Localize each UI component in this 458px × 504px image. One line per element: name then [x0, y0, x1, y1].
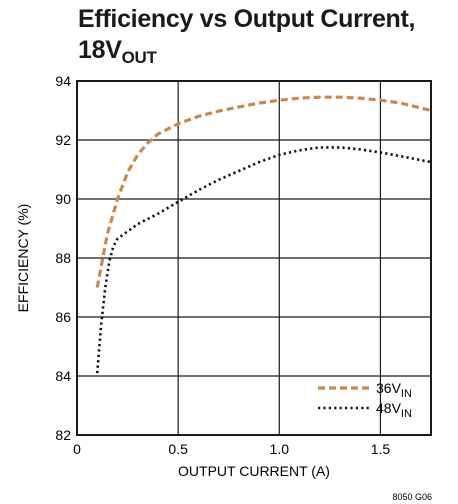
y-axis-label: EFFICIENCY (%): [15, 204, 31, 313]
plot-frame: [76, 80, 432, 436]
figure-note: 8050 G06: [392, 492, 432, 502]
chart-title-line2: 18VOUT: [78, 35, 438, 73]
legend-label-subscript: IN: [401, 408, 412, 420]
chart-title-line1: Efficiency vs Output Current,: [78, 5, 416, 33]
legend-label: 36VIN: [376, 380, 412, 400]
x-axis-label: OUTPUT CURRENT (A): [178, 463, 330, 479]
series-group: [95, 95, 432, 374]
legend-label-subscript: IN: [401, 388, 412, 400]
y-tick-label: 82: [55, 427, 71, 443]
legend-label: 48VIN: [376, 400, 412, 420]
grid: [77, 81, 431, 435]
series-line-48v-in: [95, 146, 432, 374]
y-tick-label: 92: [55, 132, 71, 148]
y-tick-label: 86: [55, 309, 71, 325]
chart-title: Efficiency vs Output Current, 18VOUT: [78, 4, 438, 73]
chart-title-subscript: OUT: [121, 48, 157, 67]
legend-label-main: 48V: [376, 400, 402, 416]
x-tick-label: 1.0: [270, 441, 290, 457]
chart-title-main: 18V: [78, 36, 122, 64]
tick-labels: 0 0.5 1.0 1.5 82 84 86 88 90 92 94: [55, 73, 390, 457]
series-line-36v-in: [95, 95, 432, 288]
y-tick-label: 88: [55, 250, 71, 266]
y-tick-label: 90: [55, 191, 71, 207]
legend-label-main: 36V: [376, 380, 402, 396]
y-tick-label: 84: [55, 368, 71, 384]
x-tick-label: 1.5: [371, 441, 391, 457]
x-tick-label: 0.5: [168, 441, 188, 457]
x-tick-label: 0: [73, 441, 81, 457]
y-tick-label: 94: [55, 73, 71, 89]
